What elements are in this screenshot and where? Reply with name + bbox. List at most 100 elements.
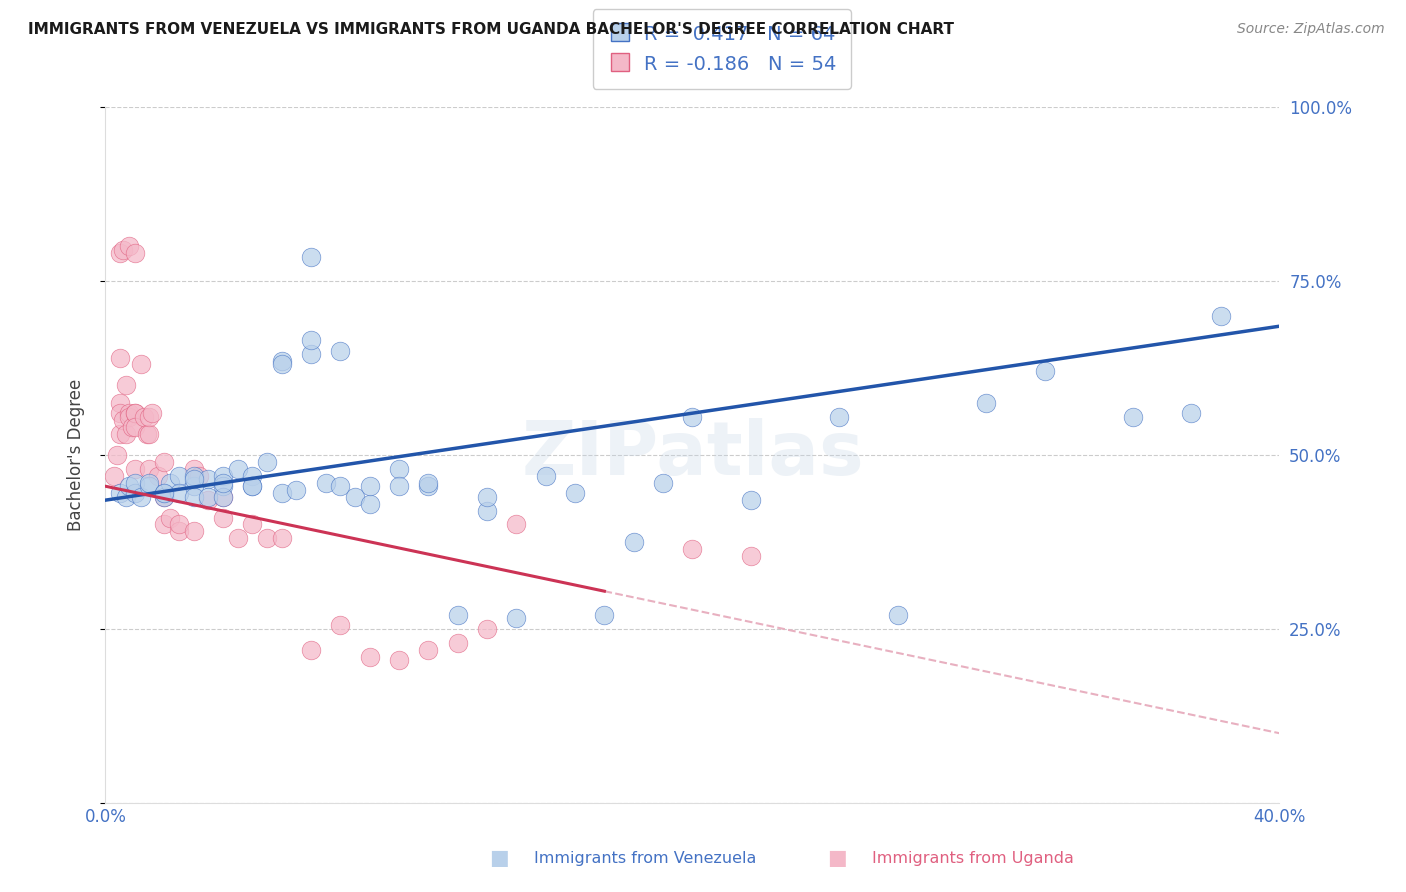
Point — [226, 462, 249, 476]
Point — [1033, 364, 1056, 378]
Point — [505, 611, 527, 625]
Point — [299, 347, 322, 361]
Point — [240, 468, 263, 483]
Point — [115, 378, 138, 392]
Point — [299, 333, 322, 347]
Text: ZIPatlas: ZIPatlas — [522, 418, 863, 491]
Point — [475, 622, 498, 636]
Y-axis label: Bachelor's Degree: Bachelor's Degree — [66, 379, 84, 531]
Point — [240, 517, 263, 532]
Point — [121, 420, 143, 434]
Point — [623, 535, 645, 549]
Point — [112, 413, 135, 427]
Point — [564, 486, 586, 500]
Point — [388, 479, 411, 493]
Point — [446, 607, 468, 622]
Point — [153, 517, 176, 532]
Point — [240, 479, 263, 493]
Text: ■: ■ — [827, 848, 846, 868]
Point — [153, 486, 176, 500]
Point — [105, 448, 128, 462]
Point — [167, 468, 190, 483]
Point — [211, 490, 233, 504]
Point — [108, 406, 131, 420]
Point — [828, 409, 851, 424]
Point — [129, 358, 152, 372]
Point — [153, 486, 176, 500]
Point — [652, 475, 675, 490]
Point — [141, 406, 163, 420]
Point — [359, 479, 381, 493]
Point — [124, 406, 146, 420]
Point — [1209, 309, 1232, 323]
Point — [167, 486, 190, 500]
Point — [148, 468, 170, 483]
Point — [118, 239, 141, 253]
Point — [974, 396, 997, 410]
Point — [343, 490, 366, 504]
Point — [138, 475, 160, 490]
Point — [418, 479, 440, 493]
Point — [108, 396, 131, 410]
Point — [256, 455, 278, 469]
Point — [418, 642, 440, 657]
Point — [197, 493, 219, 508]
Point — [124, 462, 146, 476]
Point — [270, 486, 292, 500]
Point — [270, 354, 292, 368]
Point — [108, 351, 131, 365]
Point — [188, 468, 211, 483]
Point — [211, 475, 233, 490]
Point — [418, 475, 440, 490]
Point — [887, 607, 910, 622]
Point — [446, 636, 468, 650]
Text: Immigrants from Uganda: Immigrants from Uganda — [872, 851, 1074, 865]
Point — [118, 409, 141, 424]
Text: Source: ZipAtlas.com: Source: ZipAtlas.com — [1237, 22, 1385, 37]
Point — [197, 472, 219, 486]
Point — [1122, 409, 1144, 424]
Point — [211, 468, 233, 483]
Point — [159, 475, 181, 490]
Point — [240, 479, 263, 493]
Point — [167, 524, 190, 539]
Point — [138, 409, 160, 424]
Point — [124, 475, 146, 490]
Point — [197, 490, 219, 504]
Text: ■: ■ — [489, 848, 509, 868]
Point — [315, 475, 337, 490]
Text: Immigrants from Venezuela: Immigrants from Venezuela — [534, 851, 756, 865]
Point — [124, 420, 146, 434]
Point — [329, 618, 352, 632]
Point — [153, 490, 176, 504]
Point — [270, 358, 292, 372]
Point — [118, 479, 141, 493]
Point — [138, 427, 160, 442]
Point — [108, 486, 131, 500]
Point — [138, 462, 160, 476]
Point — [740, 493, 762, 508]
Point — [112, 243, 135, 257]
Point — [183, 472, 205, 486]
Point — [211, 479, 233, 493]
Point — [211, 490, 233, 504]
Point — [124, 246, 146, 260]
Point — [475, 490, 498, 504]
Point — [740, 549, 762, 563]
Point — [124, 406, 146, 420]
Point — [129, 490, 152, 504]
Point — [115, 427, 138, 442]
Point — [183, 490, 205, 504]
Point — [329, 343, 352, 358]
Point — [226, 532, 249, 546]
Point — [285, 483, 308, 497]
Point — [159, 510, 181, 524]
Point — [153, 455, 176, 469]
Point — [682, 409, 704, 424]
Point — [1180, 406, 1202, 420]
Point — [153, 490, 176, 504]
Point — [118, 406, 141, 420]
Point — [124, 486, 146, 500]
Point — [132, 409, 155, 424]
Point — [135, 427, 157, 442]
